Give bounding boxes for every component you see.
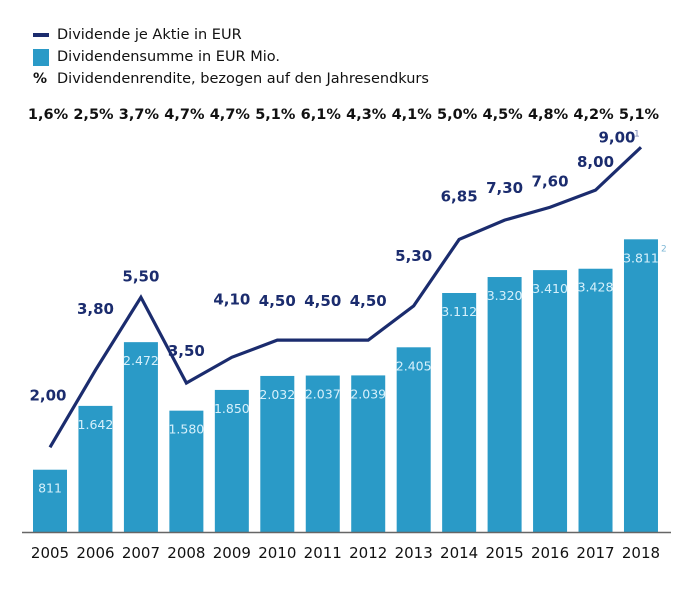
yield-label: 5,1% [255,107,296,123]
x-tick-label: 2014 [440,544,478,562]
dividend-value-label: 7,30 [486,179,523,197]
x-tick-label: 2008 [167,544,205,562]
bar-value-label: 3.112 [441,304,477,319]
dividend-value-label: 7,60 [532,172,569,190]
yield-label: 3,7% [119,107,160,123]
dividend-value-label: 4,50 [259,292,296,310]
legend-label: Dividende je Aktie in EUR [57,27,242,43]
bar-2005 [33,469,67,532]
bar-2015 [487,277,522,532]
yield-label: 4,7% [164,107,205,123]
legend-item-dividend-per-share: Dividende je Aktie in EUR [33,24,429,46]
legend-item-dividend-total: Dividendensumme in EUR Mio. [33,46,429,68]
bar-value-label: 2.472 [123,353,159,368]
yield-label: 4,7% [210,107,251,123]
yield-label: 4,5% [482,107,523,123]
bar-value-label: 1.642 [78,417,114,432]
dividend-value-label: 2,00 [29,386,66,404]
yield-row: 1,6% 2,5% 3,7% 4,7% 4,7% 5,1% 6,1% 4,3% 4,1% 5,0%… [28,107,660,123]
footnote-marker: 1 [634,129,640,139]
bars [33,239,658,533]
dividend-value-label: 3,80 [77,300,114,318]
yield-label: 4,8% [528,107,569,123]
x-tick-label: 2013 [395,544,433,562]
dividend-value-label: 3,50 [168,342,205,360]
x-tick-label: 2006 [76,544,114,562]
dividend-value-label: 5,50 [122,267,159,285]
bar-value-label: 3.428 [578,280,614,295]
bar-2007 [123,342,158,532]
x-tick-label: 2007 [122,544,160,562]
bar-2009 [214,389,249,532]
bar-value-label: 1.580 [168,422,204,437]
x-tick-labels: 2005 2006 2007 2008 2009 2010 2011 2012 2013 2014… [31,544,660,562]
bar-2008 [169,410,204,532]
x-tick-label: 2016 [531,544,569,562]
bar-value-label: 3.320 [487,288,523,303]
dividend-value-label: 8,00 [577,153,614,171]
x-tick-label: 2012 [349,544,387,562]
yield-label: 5,1% [619,107,660,123]
bar-value-label: 1.850 [214,401,250,416]
bar-value-label: 2.405 [396,358,432,373]
bar-2017 [578,268,613,532]
bar-2014 [442,292,477,532]
legend-label: Dividendenrendite, bezogen auf den Jahre… [57,71,429,87]
dividend-value-label: 9,00 [598,128,635,146]
legend-label: Dividendensumme in EUR Mio. [57,49,281,65]
dividend-value-label: 4,50 [304,292,341,310]
x-tick-label: 2018 [622,544,660,562]
x-tick-label: 2005 [31,544,69,562]
x-tick-label: 2011 [304,544,342,562]
dividend-line-labels: 2,00 3,80 5,50 3,50 4,10 4,50 4,50 4,50 5,30 6,85… [29,128,639,404]
x-tick-label: 2017 [576,544,614,562]
bar-2010 [260,375,295,532]
bar-2016 [533,270,568,532]
bar-2006 [78,405,113,532]
yield-label: 5,0% [437,107,478,123]
x-tick-label: 2009 [213,544,251,562]
x-tick-label: 2015 [486,544,524,562]
yield-label: 1,6% [28,107,69,123]
yield-label: 6,1% [301,107,342,123]
bar-labels: 811 1.642 2.472 1.580 1.850 2.032 2.037 2.039 2.… [38,244,667,495]
dividend-value-label: 4,10 [213,290,250,308]
bar-2018 [623,239,658,533]
dividend-line-path [48,146,643,449]
bar-2011 [305,375,340,532]
bar-2012 [351,375,386,532]
yield-label: 4,3% [346,107,387,123]
bar-swatch-icon [33,48,49,66]
yield-label: 4,2% [573,107,614,123]
footnote-marker: 2 [661,244,667,254]
x-tick-label: 2010 [258,544,296,562]
legend-item-dividend-yield: % Dividendenrendite, bezogen auf den Jah… [33,68,429,90]
dividend-value-label: 4,50 [350,292,387,310]
legend: Dividende je Aktie in EUR Dividendensumm… [33,24,429,90]
yield-label: 4,1% [392,107,433,123]
line-swatch-icon [33,33,49,37]
dividend-line [48,146,643,449]
bar-value-label: 3.410 [532,281,568,296]
yield-label: 2,5% [73,107,114,123]
bar-value-label: 3.811 [623,250,659,265]
dividend-value-label: 5,30 [395,247,432,265]
bar-2013 [396,347,431,532]
bar-value-label: 811 [38,481,62,496]
bar-value-label: 2.032 [259,387,295,402]
dividend-value-label: 6,85 [441,187,478,205]
bar-value-label: 2.037 [305,387,341,402]
bar-value-label: 2.039 [350,386,386,401]
percent-icon: % [33,71,48,87]
